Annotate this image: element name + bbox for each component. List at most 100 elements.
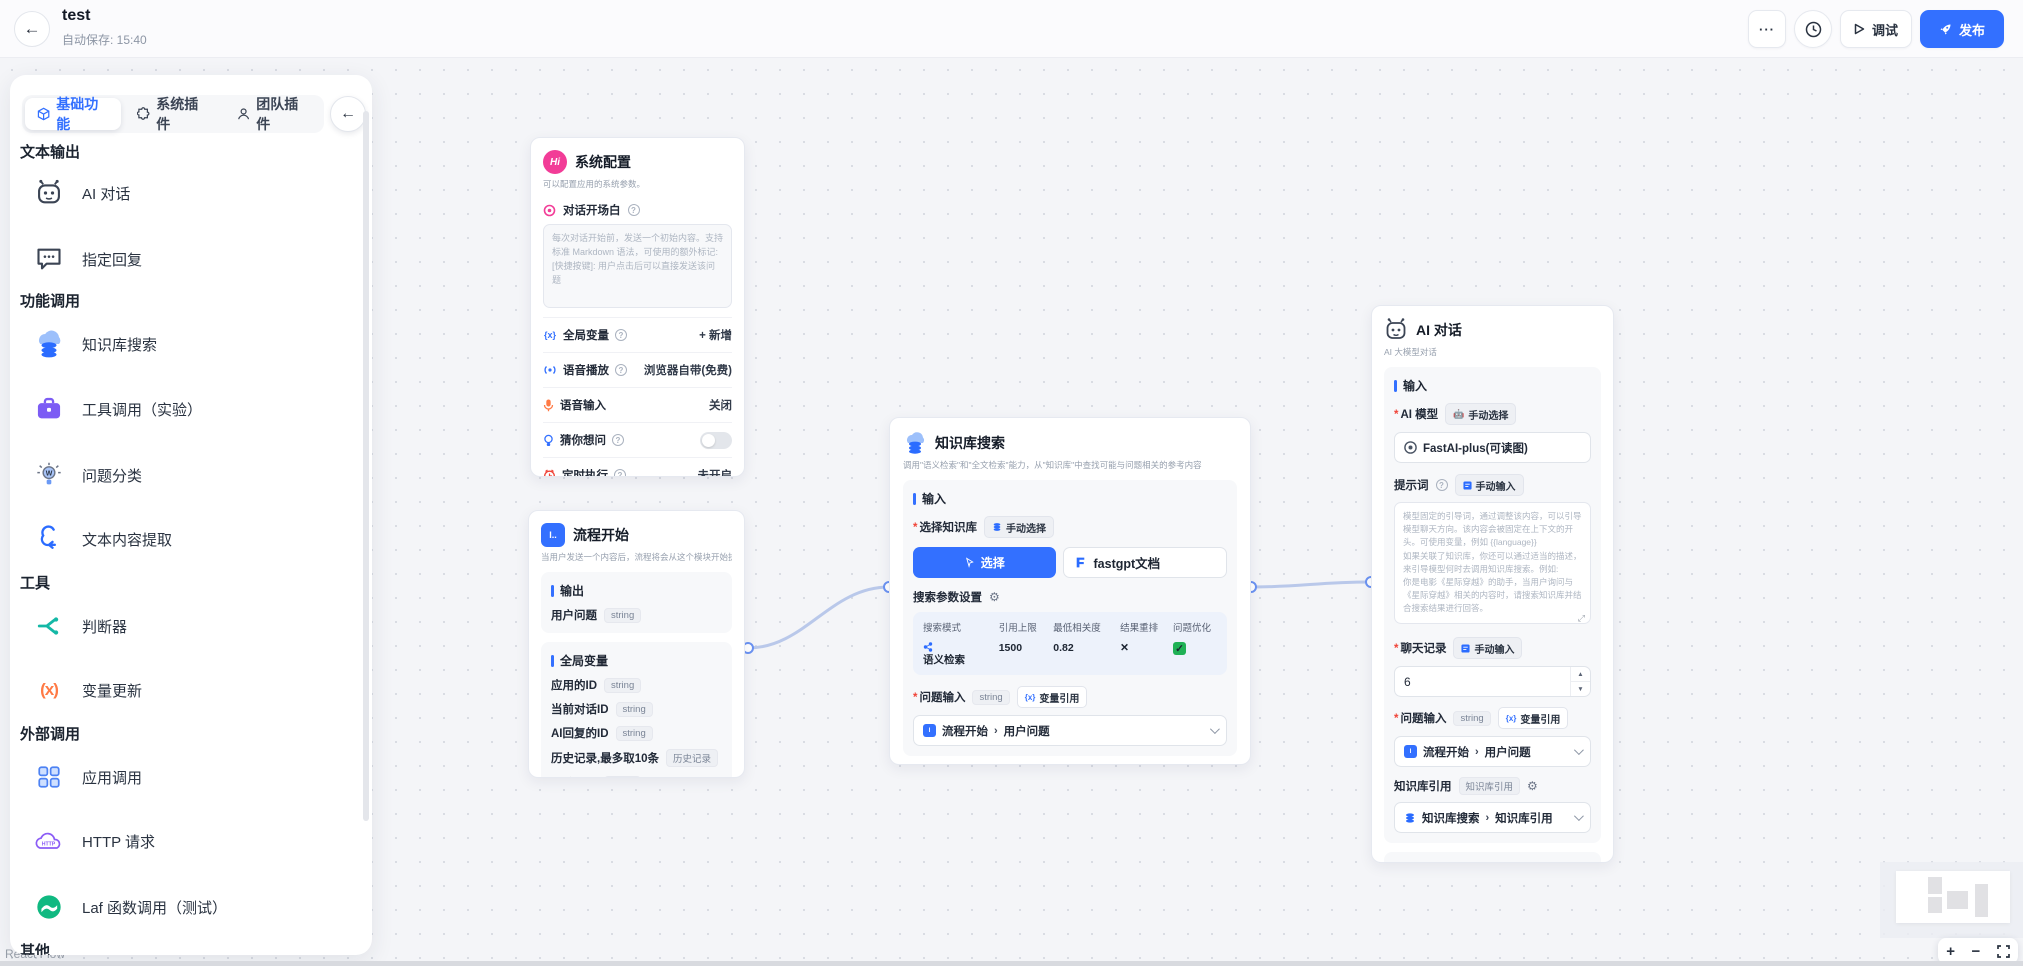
gear-icon[interactable]: ⚙ (989, 590, 1000, 604)
type-badge: string (1453, 710, 1491, 726)
autosave-status: 自动保存: 15:40 (62, 33, 147, 47)
sidebar-item-http-request[interactable]: HTTP HTTP 请求 (18, 817, 348, 865)
http-cloud-icon: HTTP (34, 826, 64, 856)
tts-icon (544, 366, 556, 374)
question-source-select[interactable]: I 流程开始 › 用户问题 (1394, 736, 1591, 767)
quote-source-select[interactable]: 知识库搜索 › 知识库引用 (1394, 802, 1591, 833)
bulb-icon (544, 434, 553, 446)
sidebar-item-question-classify[interactable]: W 问题分类 (18, 451, 348, 499)
voice-input-value-button[interactable]: 关闭 (709, 400, 732, 412)
more-button[interactable]: ··· (1748, 10, 1786, 48)
chevron-down-icon (1573, 811, 1584, 822)
tab-team-plugins[interactable]: 团队插件 (225, 96, 321, 132)
variable-reference-chip[interactable]: {x} 变量引用 (1016, 686, 1088, 708)
chevron-down-icon (1573, 745, 1584, 756)
search-params-table[interactable]: 搜索模式 引用上限 最低相关度 结果重排 问题优化 语义检索 1500 0.82… (913, 612, 1227, 675)
sidebar-item-laf-function[interactable]: Laf 函数调用（测试） (18, 883, 348, 931)
svg-text:HTTP: HTTP (42, 842, 56, 848)
zoom-in-icon[interactable]: + (1946, 942, 1955, 960)
node-title: 流程开始 (573, 527, 629, 543)
add-variable-button[interactable]: + 新增 (699, 330, 732, 342)
help-icon: ? (615, 329, 627, 341)
sidebar-item-tool-call[interactable]: 工具调用（实验） (18, 385, 348, 433)
publish-button[interactable]: 发布 (1920, 10, 2004, 48)
back-button[interactable]: ← (14, 11, 50, 47)
type-badge: string (615, 701, 653, 717)
top-bar: ← test 自动保存: 15:40 ··· 调试 发布 (0, 0, 2023, 58)
variable-label: AI回复的ID (551, 728, 609, 740)
manual-input-chip[interactable]: 手动输入 (1454, 474, 1524, 496)
manual-select-chip[interactable]: 手动选择 (983, 516, 1054, 538)
chat-history-input[interactable] (1394, 666, 1591, 697)
chat-history-label: 聊天记录 (1394, 640, 1446, 656)
prompt-textarea[interactable] (1394, 502, 1591, 624)
fit-view-icon[interactable] (1996, 944, 2010, 958)
chevron-down-icon (1209, 724, 1220, 735)
guess-question-label: 猜你想问 (560, 435, 606, 447)
manual-input-chip[interactable]: 手动输入 (1453, 637, 1523, 659)
node-system-config[interactable]: Hi 系统配置 可以配置应用的系统参数。 对话开场白 ? {x} 全局变量 ? … (530, 137, 745, 477)
node-title: AI 对话 (1416, 322, 1462, 338)
app-grid-icon (34, 762, 64, 792)
tts-label: 语音播放 (563, 365, 609, 377)
model-select[interactable]: FastAI-plus(可读图) (1394, 432, 1591, 463)
sidebar-item-app-call[interactable]: 应用调用 (18, 753, 348, 801)
cross-icon: ✕ (1120, 642, 1129, 654)
timer-icon (544, 469, 555, 476)
quote-label: 知识库引用 (1394, 781, 1452, 793)
type-badge: 知识库引用 (1458, 777, 1521, 795)
tab-system-plugins[interactable]: 系统插件 (125, 96, 221, 132)
semantic-search-icon (923, 642, 933, 652)
minimap[interactable] (1880, 862, 2023, 938)
collapse-sidebar-button[interactable]: ← (330, 96, 366, 132)
node-flow-start[interactable]: I.. 流程开始 当用户发送一个内容后，流程将会从这个模块开始执行。 输出 用户… (528, 510, 745, 778)
horizontal-scrollbar[interactable] (0, 961, 2023, 966)
flow-start-icon: I.. (541, 523, 565, 547)
node-dataset-search[interactable]: 知识库搜索 调用"语义检索"和"全文检索"能力，从"知识库"中查找可能与问题相关… (889, 417, 1251, 765)
sidebar-item-variable-update[interactable]: (x) 变量更新 (18, 666, 348, 714)
dataset-card[interactable]: fastgpt文档 (1062, 547, 1227, 578)
search-params-label: 搜索参数设置 (913, 592, 982, 604)
ai-model-label: AI 模型 (1394, 406, 1438, 422)
sidebar-item-dataset-search[interactable]: 知识库搜索 (18, 320, 348, 368)
zoom-out-icon[interactable]: − (1971, 942, 1981, 960)
sidebar-scrollbar[interactable] (363, 111, 369, 821)
module-sidebar: 基础功能 系统插件 团队插件 ← 文本输出 AI 对话 指定回复 功能调用 知识… (10, 75, 372, 955)
question-source-select[interactable]: I 流程开始 › 用户问题 (913, 715, 1227, 746)
node-ai-chat[interactable]: AI 对话 AI 大模型对话 输入 AI 模型 🤖手动选择 FastAI-plu… (1371, 305, 1614, 863)
gear-icon[interactable]: ⚙ (1527, 779, 1538, 793)
variable-icon: (x) (40, 680, 59, 699)
sidebar-item-content-extract[interactable]: 文本内容提取 (18, 515, 348, 563)
minimap-viewport (1896, 871, 2010, 923)
extract-icon (34, 524, 64, 554)
flow-start-mini-icon: I (1404, 745, 1417, 758)
variable-reference-chip[interactable]: {x} 变量引用 (1497, 707, 1569, 729)
section-tools: 工具 (20, 575, 51, 592)
node-subtitle: 当用户发送一个内容后，流程将会从这个模块开始执行。 (541, 552, 732, 562)
manual-select-chip[interactable]: 🤖 手动选择 (1445, 403, 1517, 425)
app-title: test (62, 7, 91, 24)
reply-bubble-icon (34, 244, 64, 274)
debug-button[interactable]: 调试 (1840, 10, 1912, 48)
history-button[interactable] (1794, 10, 1832, 48)
select-dataset-button[interactable]: 选择 (913, 547, 1056, 578)
tts-value-button[interactable]: 浏览器自带(免费) (643, 365, 732, 377)
type-badge: string (604, 677, 642, 693)
guess-question-toggle[interactable] (700, 431, 732, 449)
sidebar-item-judge[interactable]: 判断器 (18, 602, 348, 650)
plugin-icon (137, 107, 150, 120)
laf-icon (34, 892, 64, 922)
output-section-title: 输出 (1394, 862, 1591, 863)
scheduled-run-value-button[interactable]: 未开启 (697, 470, 733, 477)
tab-basic-modules[interactable]: 基础功能 (25, 96, 121, 132)
variable-label: 当前时间 (551, 775, 597, 777)
zoom-controls: + − (1938, 938, 2018, 964)
help-icon: ? (615, 364, 627, 376)
welcome-textarea[interactable] (543, 224, 732, 308)
branch-icon (34, 611, 64, 641)
cursor-icon (965, 557, 974, 568)
sidebar-item-ai-chat[interactable]: AI 对话 (18, 169, 348, 217)
expand-icon[interactable]: ⤢ (1577, 613, 1585, 623)
sidebar-item-assigned-reply[interactable]: 指定回复 (18, 235, 348, 283)
number-steppers[interactable]: ▲ ▼ (1570, 667, 1590, 696)
